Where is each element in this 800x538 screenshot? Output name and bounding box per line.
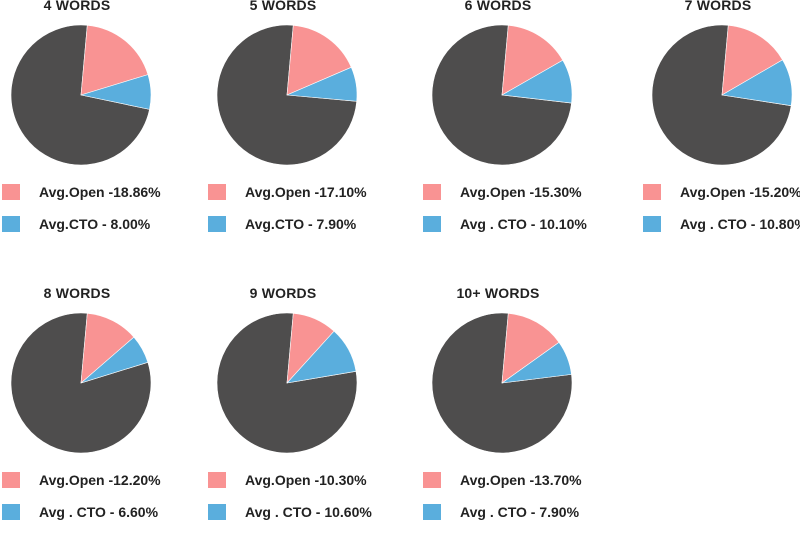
pie-title: 5 WORDS xyxy=(249,0,317,13)
legend-item-open: Avg.Open -17.10% xyxy=(208,182,367,202)
legend-swatch-open xyxy=(208,184,226,200)
pie-slice-open xyxy=(721,24,783,96)
pie-slice-open xyxy=(501,24,564,96)
pie-slice-cto xyxy=(80,336,149,384)
pie-panel-10-plus-words: 10+ WORDS Avg.Open -13.70% Avg . CTO - 7… xyxy=(423,285,593,538)
pie-title: 10+ WORDS xyxy=(456,285,540,301)
legend-swatch-open xyxy=(423,184,441,200)
legend-swatch-cto xyxy=(423,216,441,232)
legend-swatch-open xyxy=(2,472,20,488)
legend-label-open: Avg.Open -17.10% xyxy=(245,184,367,200)
pie-title: 4 WORDS xyxy=(43,0,111,13)
pie-panel-6-words: 6 WORDS Avg.Open -15.30% Avg . CTO - 10.… xyxy=(423,0,593,250)
pie-slice-remainder xyxy=(10,24,150,166)
pie-chart xyxy=(10,24,152,166)
legend-item-cto: Avg . CTO - 6.60% xyxy=(2,502,158,522)
pie-title: 7 WORDS xyxy=(684,0,752,13)
legend-swatch-cto xyxy=(423,504,441,520)
legend-item-cto: Avg . CTO - 10.10% xyxy=(423,214,587,234)
pie-slice-open xyxy=(501,312,560,384)
legend-item-cto: Avg.CTO - 8.00% xyxy=(2,214,150,234)
legend-swatch-cto xyxy=(643,216,661,232)
pie-slice-open xyxy=(80,24,149,96)
legend-label-cto: Avg . CTO - 10.60% xyxy=(245,504,372,520)
pie-title: 6 WORDS xyxy=(464,0,532,13)
pie-slice-open xyxy=(286,24,352,96)
legend-label-cto: Avg . CTO - 10.80% xyxy=(680,216,800,232)
pie-title: 9 WORDS xyxy=(249,285,317,301)
pie-panel-4-words: 4 WORDS Avg.Open -18.86% Avg.CTO - 8.00% xyxy=(2,0,172,250)
legend-swatch-open xyxy=(208,472,226,488)
legend-swatch-cto xyxy=(208,504,226,520)
legend-item-open: Avg.Open -18.86% xyxy=(2,182,161,202)
legend-item-cto: Avg . CTO - 10.60% xyxy=(208,502,372,522)
pie-chart xyxy=(431,24,573,166)
legend-item-cto: Avg.CTO - 7.90% xyxy=(208,214,356,234)
pie-slice-cto xyxy=(286,330,357,384)
legend-label-cto: Avg . CTO - 7.90% xyxy=(460,504,580,520)
pie-slice-cto xyxy=(80,74,152,110)
legend-label-open: Avg.Open -15.30% xyxy=(460,184,582,200)
pie-slice-remainder xyxy=(651,24,792,166)
legend-item-cto: Avg . CTO - 10.80% xyxy=(643,214,800,234)
pie-chart xyxy=(10,312,152,454)
pie-panel-9-words: 9 WORDS Avg.Open -10.30% Avg . CTO - 10.… xyxy=(208,285,378,538)
legend-label-open: Avg.Open -13.70% xyxy=(460,472,582,488)
pie-slice-cto xyxy=(721,59,793,106)
legend-swatch-cto xyxy=(2,216,20,232)
legend-label-open: Avg.Open -10.30% xyxy=(245,472,367,488)
pie-panel-8-words: 8 WORDS Avg.Open -12.20% Avg . CTO - 6.6… xyxy=(2,285,172,538)
legend-item-cto: Avg . CTO - 7.90% xyxy=(423,502,579,522)
legend-swatch-cto xyxy=(208,216,226,232)
pie-chart xyxy=(431,312,573,454)
legend-item-open: Avg.Open -10.30% xyxy=(208,470,367,490)
legend-label-cto: Avg.CTO - 8.00% xyxy=(39,216,151,232)
pie-chart xyxy=(216,312,358,454)
pie-slice-cto xyxy=(286,67,358,102)
legend-label-open: Avg.Open -15.20% xyxy=(680,184,800,200)
legend-item-open: Avg.Open -15.20% xyxy=(643,182,800,202)
legend-swatch-open xyxy=(643,184,661,200)
legend-swatch-open xyxy=(423,472,441,488)
pie-chart xyxy=(216,24,358,166)
pie-slice-cto xyxy=(501,59,573,104)
pie-title: 8 WORDS xyxy=(43,285,111,301)
pie-panel-7-words: 7 WORDS Avg.Open -15.20% Avg . CTO - 10.… xyxy=(643,0,800,250)
legend-item-open: Avg.Open -13.70% xyxy=(423,470,582,490)
legend-label-cto: Avg . CTO - 10.10% xyxy=(460,216,587,232)
legend-item-open: Avg.Open -15.30% xyxy=(423,182,582,202)
legend-label-open: Avg.Open -12.20% xyxy=(39,472,161,488)
legend-swatch-cto xyxy=(2,504,20,520)
pie-panel-5-words: 5 WORDS Avg.Open -17.10% Avg.CTO - 7.90% xyxy=(208,0,378,250)
legend-label-cto: Avg . CTO - 6.60% xyxy=(39,504,159,520)
pie-slice-cto xyxy=(501,342,572,384)
legend-label-cto: Avg.CTO - 7.90% xyxy=(245,216,357,232)
legend-item-open: Avg.Open -12.20% xyxy=(2,470,161,490)
legend-label-open: Avg.Open -18.86% xyxy=(39,184,161,200)
pie-chart xyxy=(651,24,793,166)
legend-swatch-open xyxy=(2,184,20,200)
